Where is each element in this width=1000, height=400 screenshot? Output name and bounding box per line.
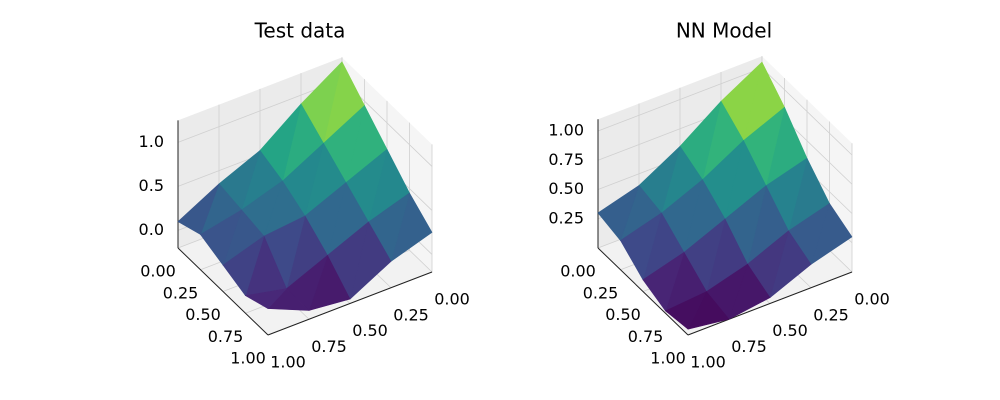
- y-tick-label: 0.50: [352, 321, 388, 340]
- chart-title: NN Model: [676, 19, 772, 43]
- y-tick-label: 1.00: [690, 353, 726, 372]
- x-tick-label: 0.25: [583, 283, 619, 302]
- z-tick-label: 1.0: [139, 132, 164, 151]
- y-tick-label: 0.00: [854, 290, 890, 309]
- chart-title: Test data: [254, 19, 346, 43]
- z-tick-label: 0.50: [548, 179, 584, 198]
- x-tick-label: 0.00: [560, 262, 596, 281]
- x-tick-label: 0.75: [628, 327, 664, 346]
- x-tick-label: 0.50: [185, 305, 221, 324]
- z-tick-label: 0.0: [139, 220, 164, 239]
- y-tick-label: 0.50: [772, 321, 808, 340]
- x-axis: [177, 247, 269, 336]
- z-tick-label: 1.00: [548, 121, 584, 140]
- x-tick-label: 1.00: [650, 349, 686, 368]
- x-tick-label: 0.25: [163, 283, 199, 302]
- y-tick-label: 0.75: [731, 337, 767, 356]
- surface-face: [245, 288, 287, 309]
- z-tick-label: 0.75: [548, 150, 584, 169]
- surface-face: [665, 291, 707, 330]
- surface-face: [177, 183, 220, 235]
- y-tick-label: 1.00: [270, 353, 306, 372]
- surface-face: [597, 185, 640, 241]
- surface-face: [222, 235, 265, 296]
- x-tick-label: 0.75: [208, 327, 244, 346]
- surface-face: [642, 252, 685, 312]
- x-axis: [597, 247, 689, 336]
- z-tick-label: 0.5: [139, 176, 164, 195]
- x-tick-label: 0.00: [140, 262, 176, 281]
- surface-face: [620, 212, 662, 281]
- y-axis: [267, 271, 433, 336]
- surface-face: [200, 209, 242, 266]
- y-axis: [687, 271, 853, 336]
- x-tick-label: 1.00: [230, 349, 266, 368]
- y-tick-label: 0.75: [311, 337, 347, 356]
- y-tick-label: 0.25: [813, 305, 849, 324]
- y-tick-label: 0.00: [434, 290, 470, 309]
- z-tick-label: 0.25: [548, 208, 584, 227]
- y-tick-label: 0.25: [393, 305, 429, 324]
- x-tick-label: 0.50: [605, 305, 641, 324]
